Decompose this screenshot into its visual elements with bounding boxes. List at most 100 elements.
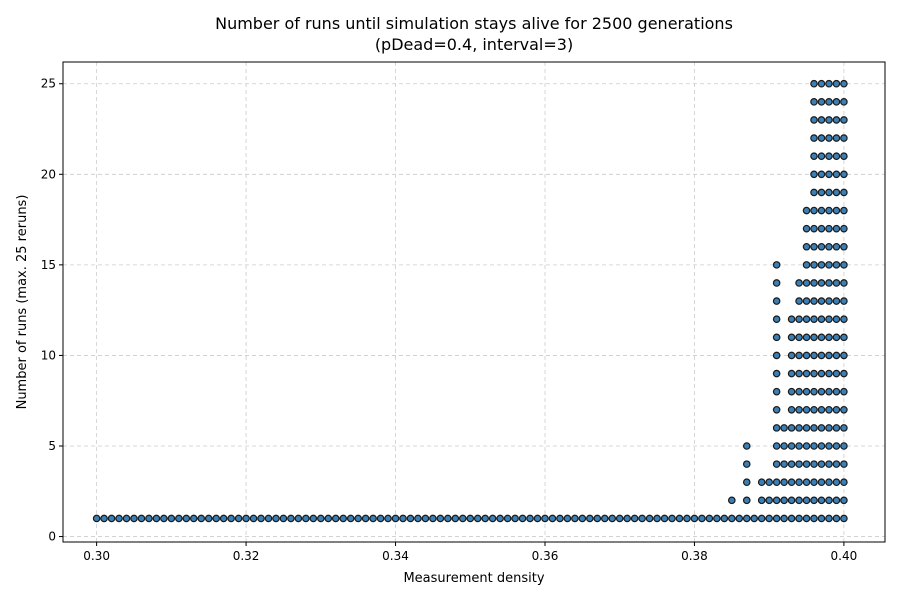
data-point bbox=[840, 79, 848, 88]
data-point bbox=[825, 224, 833, 233]
data-point bbox=[772, 460, 781, 468]
data-point bbox=[832, 387, 841, 396]
data-point bbox=[810, 424, 818, 432]
data-point bbox=[787, 478, 796, 487]
data-point bbox=[802, 315, 811, 324]
data-point bbox=[503, 514, 512, 523]
data-point bbox=[832, 279, 841, 287]
data-point bbox=[817, 206, 826, 215]
data-point bbox=[780, 514, 788, 523]
data-point bbox=[668, 514, 676, 523]
data-point bbox=[825, 333, 833, 342]
data-point bbox=[772, 424, 781, 432]
data-points bbox=[92, 79, 848, 523]
data-point bbox=[645, 514, 654, 523]
data-point bbox=[287, 514, 295, 523]
data-point bbox=[100, 514, 108, 523]
data-point bbox=[832, 424, 841, 432]
data-point bbox=[817, 152, 826, 160]
data-point bbox=[772, 333, 781, 342]
data-point bbox=[840, 478, 848, 487]
data-point bbox=[182, 514, 191, 523]
data-point bbox=[683, 514, 691, 523]
data-point bbox=[802, 369, 811, 378]
data-point bbox=[623, 514, 631, 523]
data-point bbox=[825, 514, 833, 523]
data-point bbox=[817, 79, 826, 88]
data-point bbox=[832, 116, 841, 124]
data-point bbox=[145, 514, 153, 523]
data-point bbox=[795, 351, 803, 360]
data-point bbox=[772, 387, 781, 396]
data-point bbox=[802, 261, 811, 269]
data-point bbox=[787, 460, 796, 468]
data-point bbox=[122, 514, 131, 523]
data-point bbox=[802, 387, 811, 396]
data-point bbox=[548, 514, 557, 523]
data-point bbox=[780, 460, 788, 468]
data-point bbox=[817, 442, 826, 450]
data-point bbox=[720, 514, 729, 523]
data-point bbox=[115, 514, 123, 523]
data-point bbox=[787, 333, 796, 342]
data-point bbox=[817, 98, 826, 106]
data-point bbox=[840, 297, 848, 305]
data-point bbox=[802, 242, 811, 251]
data-point bbox=[840, 242, 848, 251]
data-point bbox=[458, 514, 467, 523]
data-point bbox=[810, 315, 818, 324]
data-point bbox=[825, 387, 833, 396]
data-point bbox=[840, 116, 848, 124]
data-point bbox=[526, 514, 534, 523]
data-point bbox=[810, 134, 818, 142]
x-tick-label: 0.34 bbox=[382, 549, 409, 563]
x-axis-ticks: 0.30 0.32 0.34 0.36 0.38 0.40 bbox=[83, 542, 857, 563]
data-point bbox=[825, 369, 833, 378]
chart-title-line2: (pDead=0.4, interval=3) bbox=[375, 35, 573, 54]
data-point bbox=[802, 442, 811, 450]
data-point bbox=[825, 242, 833, 251]
data-point bbox=[840, 333, 848, 342]
data-point bbox=[817, 297, 826, 305]
data-point bbox=[772, 261, 781, 269]
data-point bbox=[817, 514, 826, 523]
data-point bbox=[832, 79, 841, 88]
x-axis-label: Measurement density bbox=[403, 571, 544, 586]
data-point bbox=[264, 514, 273, 523]
data-point bbox=[787, 424, 796, 432]
data-point bbox=[466, 514, 475, 523]
data-point bbox=[795, 460, 803, 468]
data-point bbox=[757, 496, 766, 505]
y-tick-label: 15 bbox=[41, 258, 56, 272]
data-point bbox=[825, 351, 833, 360]
data-point bbox=[563, 514, 572, 523]
data-point bbox=[810, 206, 818, 215]
data-point bbox=[832, 333, 841, 342]
data-point bbox=[832, 188, 841, 197]
data-point bbox=[339, 514, 348, 523]
data-point bbox=[817, 369, 826, 378]
data-point bbox=[780, 442, 788, 450]
data-point bbox=[810, 116, 818, 124]
data-point bbox=[840, 351, 848, 360]
data-point bbox=[817, 496, 826, 505]
data-point bbox=[825, 478, 833, 487]
data-point bbox=[787, 387, 796, 396]
data-point bbox=[817, 405, 826, 414]
data-point bbox=[810, 279, 818, 287]
y-tick-label: 0 bbox=[48, 530, 56, 544]
x-tick-label: 0.40 bbox=[831, 549, 858, 563]
data-point bbox=[810, 79, 818, 88]
data-point bbox=[533, 514, 542, 523]
data-point bbox=[840, 405, 848, 414]
data-point bbox=[765, 478, 773, 487]
data-point bbox=[324, 514, 333, 523]
data-point bbox=[795, 514, 803, 523]
data-point bbox=[406, 514, 415, 523]
data-point bbox=[772, 496, 781, 505]
data-point bbox=[234, 514, 243, 523]
data-point bbox=[795, 333, 803, 342]
data-point bbox=[810, 297, 818, 305]
data-point bbox=[496, 514, 504, 523]
